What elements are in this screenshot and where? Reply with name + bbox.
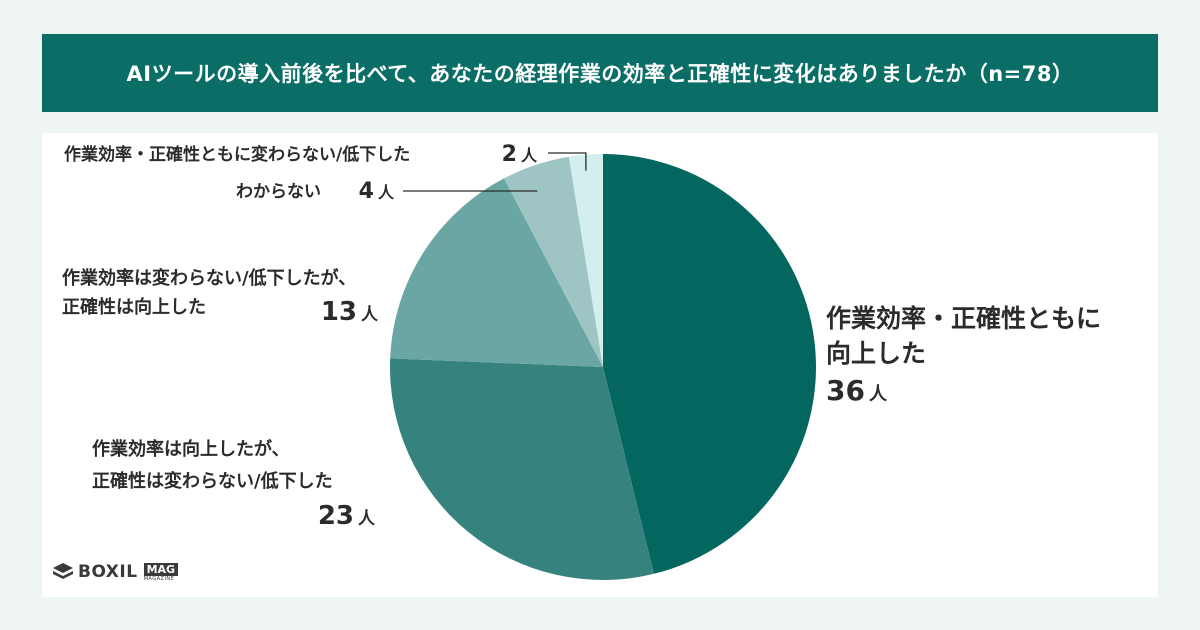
slice-label-1-line-0: 作業効率は向上したが、 [92,438,290,460]
slice-label-4-line-0: 作業効率・正確性ともに変わらない/低下した [64,144,410,165]
slice-label-0-line-1: 向上した [826,339,926,368]
pie-slice-0 [603,154,816,574]
pie-slice-3 [504,156,603,367]
slice-label-0-line-0: 作業効率・正確性ともに [826,304,1101,333]
slice-label-2-line-1: 正確性は向上した [62,296,206,318]
logo-mag-badge: MAG [143,562,179,576]
boxil-logo-icon [53,563,73,579]
logo-mag: MAG MAGAZINE [143,562,179,582]
logo-text: BOXIL [78,562,138,582]
slice-leader-4 [548,152,587,171]
slice-value-0: 36 人 [826,374,888,407]
slice-label-1-line-1: 正確性は変わらない/低下した [92,470,333,492]
slice-label-2-line-0: 作業効率は変わらない/低下したが、 [62,267,356,289]
slice-value-1: 23 人 [318,501,376,531]
logo-mag-sub: MAGAZINE [143,575,175,582]
pie-slice-4 [568,154,603,367]
chart-title: AIツールの導入前後を比べて、あなたの経理作業の効率と正確性に変化はありましたか… [42,34,1158,112]
pie-slice-1 [389,358,654,580]
slice-label-3-line-0: わからない [236,182,321,202]
pie-slice-2 [390,178,603,367]
slice-value-2: 13 人 [321,297,379,327]
boxil-mag-logo: BOXIL MAG MAGAZINE [52,562,179,582]
